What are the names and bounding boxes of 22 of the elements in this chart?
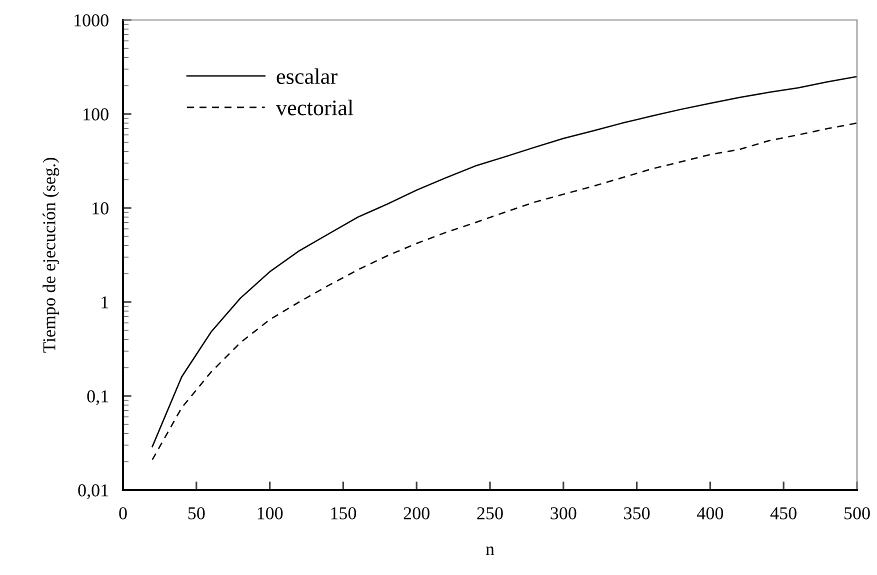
y-tick-label: 0,01: [78, 484, 108, 500]
x-tick-label: 50: [188, 507, 205, 520]
x-tick-label: 150: [331, 507, 356, 520]
line-series: [152, 122, 857, 460]
x-tick-label: 300: [550, 507, 576, 520]
x-tick-label: 100: [258, 507, 283, 520]
legend-label: escalar: [276, 68, 338, 84]
y-axis-title: Tiempo de ejecución (seg.): [42, 158, 60, 353]
x-axis-title: n: [486, 546, 494, 556]
x-tick-label: 250: [477, 507, 503, 520]
y-tick-label: 10: [92, 202, 108, 214]
x-tick-label: 350: [624, 507, 650, 520]
y-tick-label: 0,1: [87, 390, 108, 406]
legend-label: vectorial: [276, 100, 354, 116]
y-tick-label: 100: [84, 108, 108, 120]
x-tick-label: 400: [697, 507, 724, 520]
x-tick-label: 0: [119, 507, 127, 520]
y-tick-label: 1: [102, 296, 108, 308]
x-tick-label: 500: [844, 507, 870, 520]
x-tick-label: 200: [404, 507, 430, 520]
x-tick-label: 450: [770, 507, 796, 520]
y-tick-label: 1000: [74, 14, 108, 26]
